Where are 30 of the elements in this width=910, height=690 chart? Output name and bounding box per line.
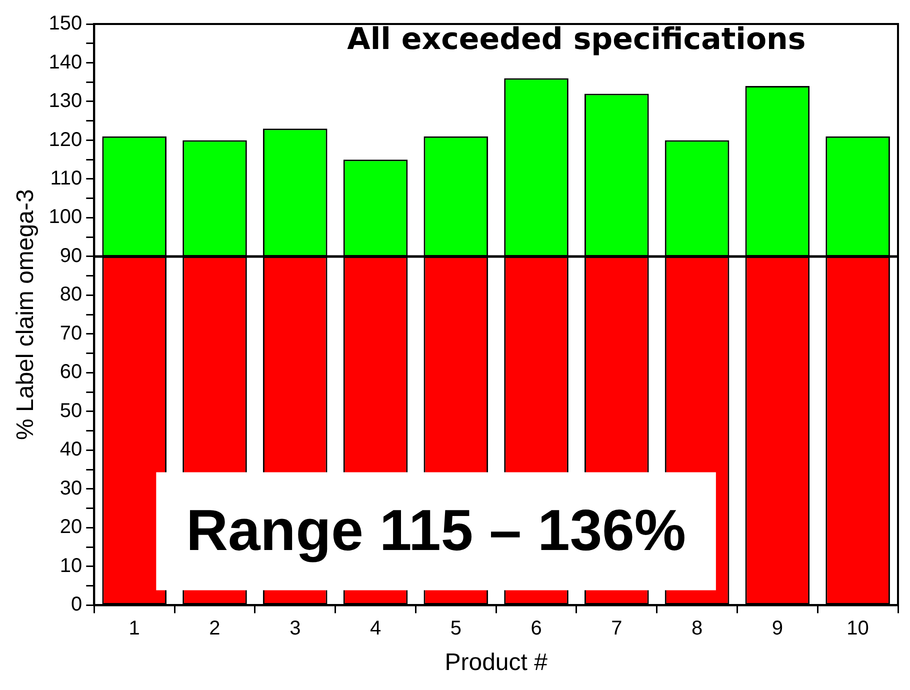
annotation: Range 115 – 136% — [186, 498, 686, 564]
y-tick-label: 80 — [60, 284, 82, 306]
x-tick-label: 3 — [290, 618, 301, 640]
y-tick-label: 40 — [60, 438, 82, 461]
y-tick-label: 110 — [50, 168, 82, 190]
y-tick-label: 20 — [60, 516, 82, 538]
y-axis-title: % Label claim omega-3 — [12, 189, 40, 440]
y-tick-label: 70 — [60, 322, 82, 344]
x-tick-label: 7 — [611, 618, 622, 640]
x-tick-label: 2 — [209, 618, 220, 640]
x-tick-label: 5 — [450, 618, 462, 640]
x-tick-label: 8 — [691, 618, 703, 640]
x-tick-label: 1 — [128, 618, 140, 640]
y-tick-label: 60 — [60, 361, 82, 384]
y-tick-label: 150 — [48, 12, 82, 35]
y-tick-label: 130 — [48, 90, 82, 112]
y-tick-label: 100 — [48, 206, 82, 228]
y-tick-label: 10 — [60, 554, 82, 577]
x-tick-label: 6 — [530, 618, 542, 640]
x-tick-label: 10 — [846, 618, 869, 640]
y-tick-label: 140 — [48, 51, 82, 74]
y-tick-label: 90 — [60, 244, 82, 267]
x-tick-label: 9 — [772, 618, 783, 640]
y-tick-label: 30 — [60, 477, 82, 500]
x-tick-label: 4 — [370, 618, 382, 640]
x-axis-title: Product # — [444, 649, 548, 676]
y-tick-label: 0 — [71, 594, 82, 616]
y-tick-label: 50 — [60, 400, 82, 422]
y-tick-label: 120 — [48, 128, 82, 151]
chart-title: All exceeded specifications — [347, 22, 806, 57]
